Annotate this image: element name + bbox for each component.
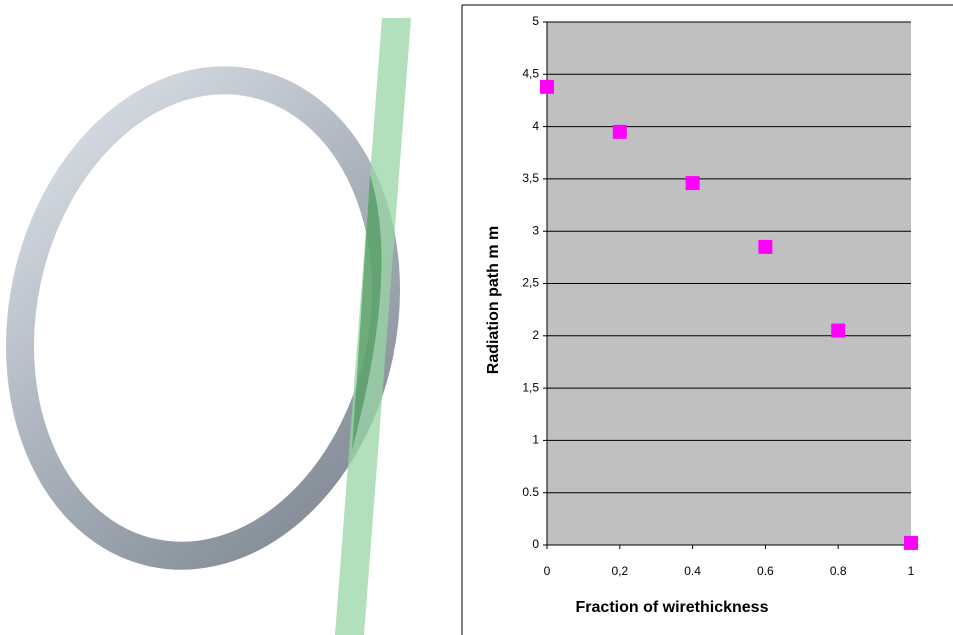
y-tick-label: 1 bbox=[532, 433, 539, 447]
x-tick-label: 0,2 bbox=[611, 564, 628, 578]
x-tick-label: 1 bbox=[908, 564, 915, 578]
x-tick-label: 0 bbox=[544, 564, 551, 578]
x-tick-label: 0.4 bbox=[684, 564, 701, 578]
y-tick-label: 3 bbox=[532, 223, 539, 237]
y-tick-label: 4 bbox=[532, 119, 539, 133]
figure: Fraction of wirethickness Radiation path… bbox=[0, 0, 953, 635]
x-tick-label: 0.6 bbox=[757, 564, 774, 578]
y-tick-label: 0.5 bbox=[522, 485, 539, 499]
x-tick-label: 0.8 bbox=[830, 564, 847, 578]
y-tick-label: 2 bbox=[532, 328, 539, 342]
y-tick-label: 4,5 bbox=[522, 66, 539, 80]
marker bbox=[686, 176, 700, 190]
marker bbox=[831, 324, 845, 338]
ring-illustration bbox=[0, 18, 429, 635]
marker bbox=[540, 80, 554, 94]
y-tick-label: 3,5 bbox=[522, 171, 539, 185]
marker bbox=[904, 536, 918, 550]
y-tick-label: 0 bbox=[532, 537, 539, 551]
marker bbox=[613, 125, 627, 139]
y-axis-title: Radiation path m m bbox=[485, 226, 502, 374]
x-axis-title: Fraction of wirethickness bbox=[576, 599, 769, 616]
marker bbox=[758, 240, 772, 254]
y-tick-label: 5 bbox=[532, 14, 539, 28]
y-tick-label: 1,5 bbox=[522, 380, 539, 394]
y-tick-label: 2,5 bbox=[522, 276, 539, 290]
